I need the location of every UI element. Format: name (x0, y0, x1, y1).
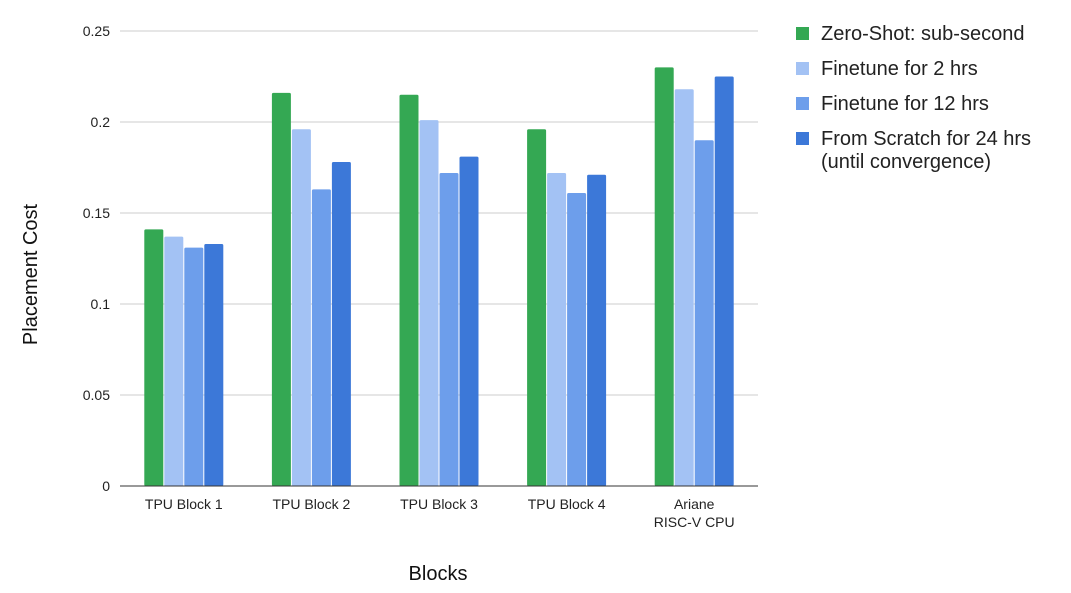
bar (399, 94, 419, 486)
bar (547, 172, 567, 486)
bar (204, 243, 224, 486)
x-axis-title: Blocks (409, 563, 468, 585)
bar (654, 67, 674, 487)
bar (714, 76, 734, 486)
legend-label: From Scratch for 24 hrs (821, 128, 1031, 150)
x-tick-label: TPU Block 4 (528, 496, 606, 512)
bar (184, 247, 204, 486)
y-tick-label: 0 (102, 478, 110, 494)
legend: Zero-Shot: sub-second Finetune for 2 hrs F… (796, 23, 1031, 173)
x-tick-label: Ariane (674, 496, 715, 512)
bar (694, 140, 714, 486)
legend-label: Zero-Shot: sub-second (821, 23, 1024, 45)
bar (567, 192, 587, 487)
bar (144, 229, 164, 486)
bar (459, 156, 479, 486)
y-tick-label: 0.15 (83, 205, 110, 221)
x-tick-label: TPU Block 2 (272, 496, 350, 512)
legend-swatch (796, 97, 809, 110)
y-tick-label: 0.05 (83, 387, 110, 403)
bar (674, 89, 694, 487)
bar (527, 129, 547, 486)
legend-label: Finetune for 2 hrs (821, 58, 978, 80)
bars (144, 67, 734, 487)
legend-swatch (796, 62, 809, 75)
bar (419, 120, 439, 487)
gridlines (120, 30, 758, 396)
bar (164, 236, 184, 486)
bar (291, 129, 311, 486)
bar (331, 162, 351, 487)
y-tick-label: 0.25 (83, 23, 110, 39)
legend-label: Finetune for 12 hrs (821, 93, 989, 115)
y-axis-ticks: 0 0.05 0.1 0.15 0.2 0.25 (83, 23, 110, 494)
legend-swatch (796, 27, 809, 40)
x-axis-tick-labels: TPU Block 1 TPU Block 2 TPU Block 3 TPU Blo… (145, 496, 735, 530)
y-tick-label: 0.2 (91, 114, 111, 130)
bar (439, 172, 459, 486)
x-tick-label: TPU Block 1 (145, 496, 223, 512)
bar (271, 92, 291, 486)
legend-label: (until convergence) (821, 151, 991, 173)
x-tick-label: TPU Block 3 (400, 496, 478, 512)
x-tick-label: RISC-V CPU (654, 514, 735, 530)
bar (311, 189, 331, 486)
bar (587, 174, 607, 486)
legend-swatch (796, 132, 809, 145)
y-axis-title: Placement Cost (20, 203, 42, 345)
y-tick-label: 0.1 (91, 296, 111, 312)
